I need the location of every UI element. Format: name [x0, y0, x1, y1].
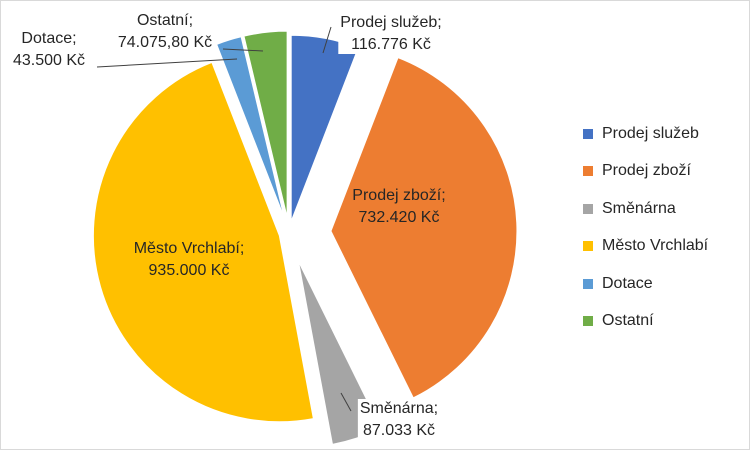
legend: Prodej služeb Prodej zboží Směnárna Město V… — [583, 115, 743, 340]
data-label-1: Prodej služeb; 116.776 Kč — [340, 14, 441, 53]
legend-item-1: Prodej služeb — [583, 115, 743, 153]
data-label-5: Dotace; 43.500 Kč — [13, 30, 85, 69]
data-label-bg-1 — [338, 13, 444, 54]
data-label-bg-5 — [10, 29, 88, 70]
leader-line-3 — [340, 392, 352, 412]
legend-label: Ostatní — [602, 312, 654, 330]
legend-swatch — [583, 166, 593, 177]
leader-line-6 — [222, 48, 264, 52]
data-label-bg-3 — [357, 399, 441, 440]
pie-slice-4 — [92, 61, 314, 423]
legend-swatch — [583, 203, 593, 214]
legend-label: Prodej zboží — [602, 162, 691, 180]
legend-item-2: Prodej zboží — [583, 153, 743, 191]
data-label-6: Ostatní; 74.075,80 Kč — [118, 12, 212, 51]
legend-label: Prodej služeb — [602, 124, 699, 142]
legend-item-4: Město Vrchlabí — [583, 228, 743, 266]
legend-swatch — [583, 316, 593, 327]
legend-swatch — [583, 128, 593, 139]
legend-label: Město Vrchlabí — [602, 237, 709, 255]
data-label-bg-6 — [115, 11, 215, 52]
legend-swatch — [583, 241, 593, 252]
data-label-2: Prodej zboží; 732.420 Kč — [352, 187, 445, 226]
pie-slice-2 — [330, 56, 518, 399]
legend-item-5: Dotace — [583, 265, 743, 303]
legend-item-6: Ostatní — [583, 303, 743, 341]
data-label-4: Město Vrchlabí; 935.000 Kč — [134, 240, 245, 279]
legend-item-3: Směnárna — [583, 190, 743, 228]
pie-slice-5 — [216, 36, 285, 218]
legend-label: Směnárna — [602, 199, 676, 217]
data-label-3: Směnárna; 87.033 Kč — [360, 400, 438, 439]
leader-line-5 — [96, 58, 238, 68]
legend-label: Dotace — [602, 274, 653, 292]
legend-swatch — [583, 278, 593, 289]
pie-slice-6 — [243, 30, 288, 218]
leader-line-1 — [322, 26, 332, 54]
